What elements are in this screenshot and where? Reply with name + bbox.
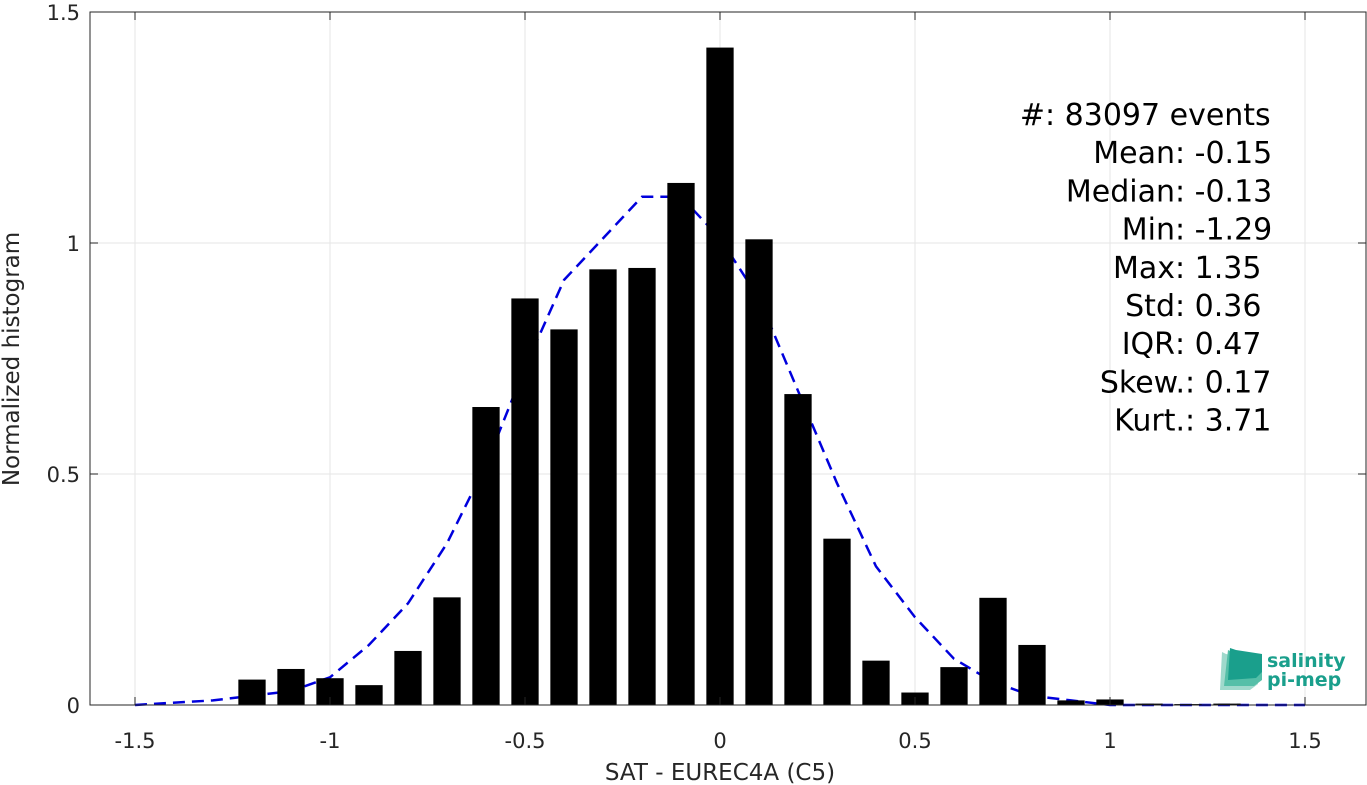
x-tick-label: 1.5 xyxy=(1288,729,1321,753)
histogram-bar xyxy=(823,538,851,705)
x-tick-label: -1.5 xyxy=(115,729,156,753)
axis-ticks xyxy=(90,11,1366,706)
histogram-bar xyxy=(238,679,266,705)
x-tick-label: 1 xyxy=(1103,729,1116,753)
y-tick-label: 1.5 xyxy=(47,1,80,25)
histogram-bar xyxy=(667,182,695,705)
y-axis-label: Normalized histogram xyxy=(0,232,25,486)
stat-label: Std xyxy=(1125,289,1175,324)
logo-text-salinity: salinity xyxy=(1267,650,1346,672)
logo-wave-icon xyxy=(1220,648,1262,690)
stat-label: Median xyxy=(1066,174,1175,209)
histogram-bar xyxy=(979,597,1007,705)
histogram-bar xyxy=(628,267,656,705)
histogram-bar xyxy=(784,394,812,705)
x-tick-label: -1 xyxy=(320,729,341,753)
stat-label: Max xyxy=(1113,251,1175,286)
histogram-bar xyxy=(862,660,890,705)
stat-label: IQR xyxy=(1122,327,1175,362)
histogram-bar xyxy=(472,407,500,705)
histogram-bar xyxy=(706,47,734,706)
y-tick-label: 0.5 xyxy=(47,463,80,487)
stat-value: : 1.35 xyxy=(1175,251,1261,286)
stat-label: Kurt. xyxy=(1114,404,1185,439)
histogram-bar xyxy=(1135,703,1163,705)
x-axis-label: SAT - EUREC4A (C5) xyxy=(605,760,835,785)
histogram-bar xyxy=(1018,644,1046,705)
stat-value: : 3.71 xyxy=(1185,404,1271,439)
histogram-bar xyxy=(1213,703,1241,705)
stat-value: : 0.47 xyxy=(1175,327,1261,362)
stat-value: : 0.17 xyxy=(1185,365,1271,400)
x-tick-label: 0 xyxy=(713,729,726,753)
stat-label: # xyxy=(1020,98,1045,133)
histogram-bars xyxy=(238,47,1241,706)
stat-value: : 0.36 xyxy=(1175,289,1261,324)
histogram-bar xyxy=(433,597,461,705)
histogram-bar xyxy=(940,667,968,705)
logo-text-pi-mep: pi-mep xyxy=(1267,669,1341,691)
x-tick-label: 0.5 xyxy=(898,729,931,753)
plot-frame xyxy=(89,11,1367,706)
stat-value: : 83097 events xyxy=(1045,98,1271,133)
x-tick-labels: -1.5 -1 -0.5 0 0.5 1 1.5 xyxy=(115,729,1322,753)
histogram-bar xyxy=(277,668,305,705)
y-tick-label: 0 xyxy=(67,694,80,718)
salinity-pi-mep-logo: salinity pi-mep xyxy=(1220,648,1346,691)
stat-value: : -0.13 xyxy=(1175,174,1272,209)
histogram-bar xyxy=(511,298,539,705)
histogram-bar xyxy=(394,650,422,705)
y-tick-label: 1 xyxy=(67,232,80,256)
stat-label: Mean xyxy=(1093,136,1175,171)
y-tick-labels: 0 0.5 1 1.5 xyxy=(47,1,80,718)
histogram-bar xyxy=(745,239,773,705)
x-tick-label: -0.5 xyxy=(505,729,546,753)
stat-label: Min xyxy=(1122,213,1175,248)
stat-value: : -1.29 xyxy=(1175,213,1272,248)
histogram-bar xyxy=(589,269,617,705)
histogram-bar xyxy=(355,685,383,705)
stat-value: : -0.15 xyxy=(1175,136,1272,171)
histogram-bar xyxy=(550,329,578,705)
stat-label: Skew. xyxy=(1100,365,1185,400)
histogram-bar xyxy=(1057,700,1085,705)
